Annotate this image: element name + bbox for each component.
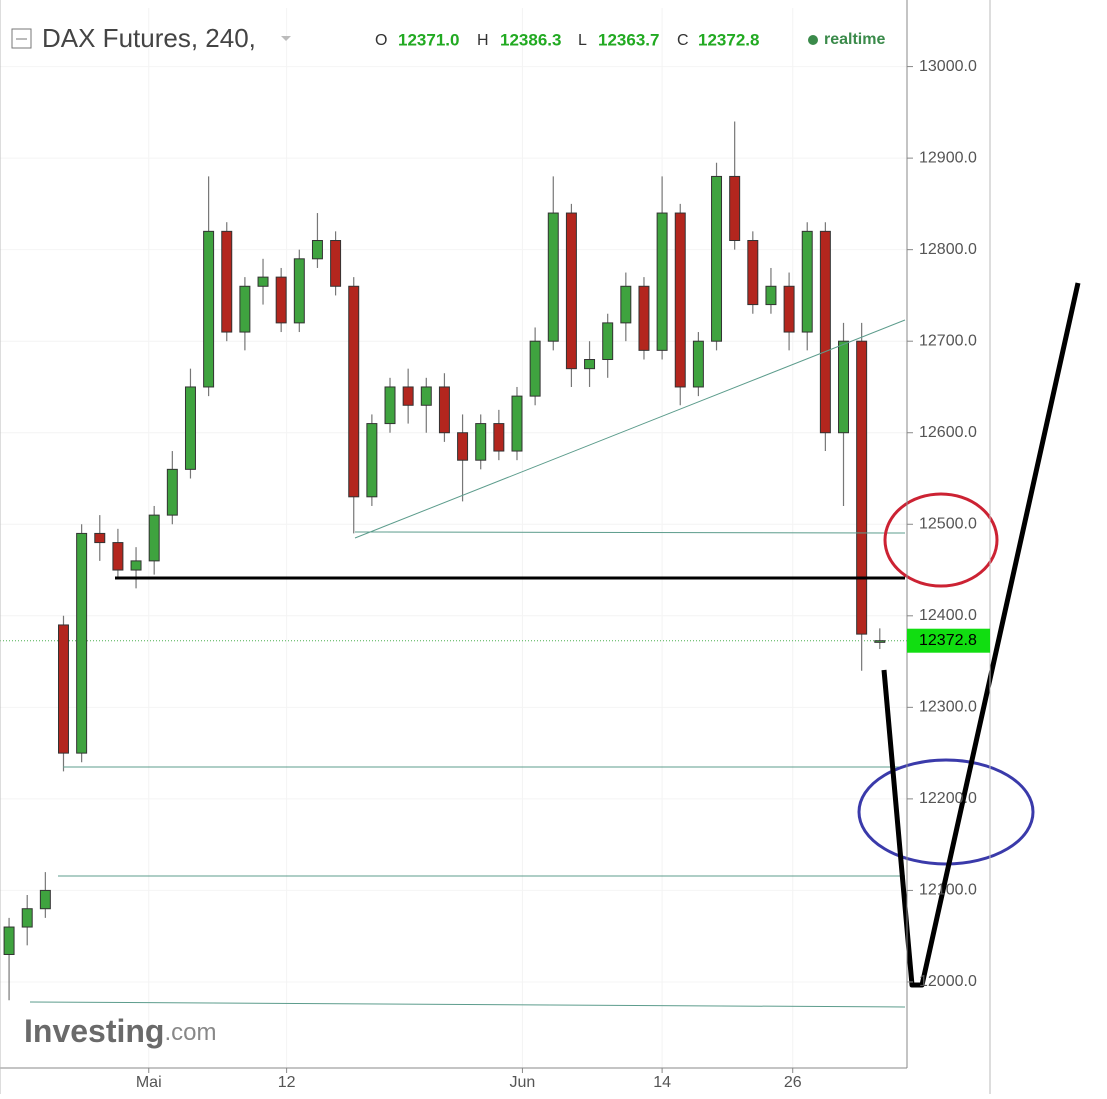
- y-tick-label: 12100.0: [919, 882, 977, 899]
- ohlc-label: L: [578, 32, 587, 49]
- status-text: realtime: [824, 31, 885, 48]
- ohlc-label: O: [375, 32, 387, 49]
- candle-body: [765, 285, 777, 306]
- candle-body: [620, 285, 632, 324]
- last-price-box: [907, 628, 990, 653]
- ohlc-value: 12372.8: [698, 30, 759, 49]
- candle-body: [783, 285, 795, 333]
- dropdown-icon[interactable]: [281, 36, 291, 41]
- candle-body: [330, 240, 342, 287]
- candle-body: [184, 386, 196, 470]
- y-tick-label: 12500.0: [919, 515, 977, 532]
- candle-body: [257, 276, 269, 287]
- candle-body: [638, 285, 650, 351]
- candle-body: [293, 258, 305, 324]
- candle-body: [475, 423, 487, 461]
- ohlc-value: 12386.3: [500, 30, 561, 49]
- candles: [3, 121, 886, 1001]
- plot-area: [0, 0, 907, 1068]
- candle-body: [402, 386, 414, 406]
- axes: 12000.0 12100.0 12200.0 12300.0 12400.0 12500…: [136, 58, 990, 1091]
- candle-body: [239, 285, 251, 333]
- candle-body: [457, 432, 469, 461]
- candle-body: [856, 340, 868, 635]
- ohlc-value: 12371.0: [398, 30, 459, 49]
- candle-body: [311, 240, 323, 260]
- y-tick-label: 12300.0: [919, 699, 977, 716]
- candle-body: [130, 560, 142, 571]
- y-tick-label: 13000.0: [919, 58, 977, 75]
- candle-body: [3, 926, 15, 955]
- support-line: [29, 1001, 906, 1008]
- candle-body: [21, 908, 33, 928]
- candle-body: [76, 532, 88, 754]
- y-tick-label: 12200.0: [919, 790, 977, 807]
- candle-body: [547, 212, 559, 342]
- last-price-label: 12372.8: [919, 632, 977, 649]
- candle-body: [747, 240, 759, 306]
- candle-body: [729, 175, 741, 242]
- circle-marker: [883, 492, 999, 588]
- x-tick-label: Mai: [136, 1074, 162, 1091]
- candle-body: [148, 514, 160, 562]
- status-dot: [808, 35, 818, 45]
- candle-body: [838, 340, 849, 434]
- candle-body: [94, 532, 106, 544]
- y-tick-label: 12700.0: [919, 332, 977, 349]
- candle-body: [112, 542, 124, 571]
- watermark: Investing.com: [24, 1013, 216, 1049]
- watermark-suffix: .com: [164, 1019, 216, 1046]
- projection-path: [881, 282, 1081, 988]
- candle-body: [58, 624, 69, 754]
- candle-body: [819, 230, 831, 434]
- candle-body: [384, 386, 396, 425]
- ohlc-label: C: [677, 32, 689, 49]
- ohlc-value: 12363.7: [598, 30, 659, 49]
- candle-body: [348, 285, 360, 498]
- circle-marker: [857, 758, 1035, 866]
- watermark-brand: Investing: [24, 1013, 164, 1049]
- support-line: [354, 531, 906, 534]
- candle-body: [420, 386, 432, 406]
- candle-body: [221, 230, 233, 333]
- candle-body: [493, 423, 505, 452]
- y-tick-label: 12600.0: [919, 424, 977, 441]
- candle-body: [39, 889, 51, 910]
- candle-body: [366, 423, 378, 498]
- y-tick-label: 12800.0: [919, 241, 977, 258]
- candle-body: [674, 212, 686, 388]
- candle-body: [529, 340, 541, 397]
- candle-body: [275, 276, 287, 324]
- candle-body: [656, 212, 668, 351]
- candle-body: [692, 340, 704, 388]
- candle-body: [874, 640, 886, 643]
- candle-body: [801, 230, 813, 333]
- y-tick-label: 12000.0: [919, 973, 977, 990]
- x-tick-label: 26: [784, 1074, 802, 1091]
- trend-line: [354, 319, 906, 539]
- candle-body: [438, 386, 450, 434]
- x-tick-label: Jun: [510, 1074, 536, 1091]
- candle-body: [203, 230, 215, 388]
- candle-body: [584, 359, 596, 370]
- y-tick-label: 12900.0: [919, 149, 977, 166]
- candle-body: [602, 322, 614, 361]
- x-tick-label: 12: [278, 1074, 296, 1091]
- candle-body: [511, 395, 523, 452]
- ohlc-label: H: [477, 32, 489, 49]
- chart-title: DAX Futures, 240,: [42, 23, 256, 53]
- candle-body: [565, 212, 577, 370]
- y-tick-label: 12400.0: [919, 607, 977, 624]
- x-tick-label: 14: [653, 1074, 671, 1091]
- candle-body: [711, 175, 723, 342]
- annotations: [29, 282, 1081, 1008]
- candle-body: [166, 468, 178, 516]
